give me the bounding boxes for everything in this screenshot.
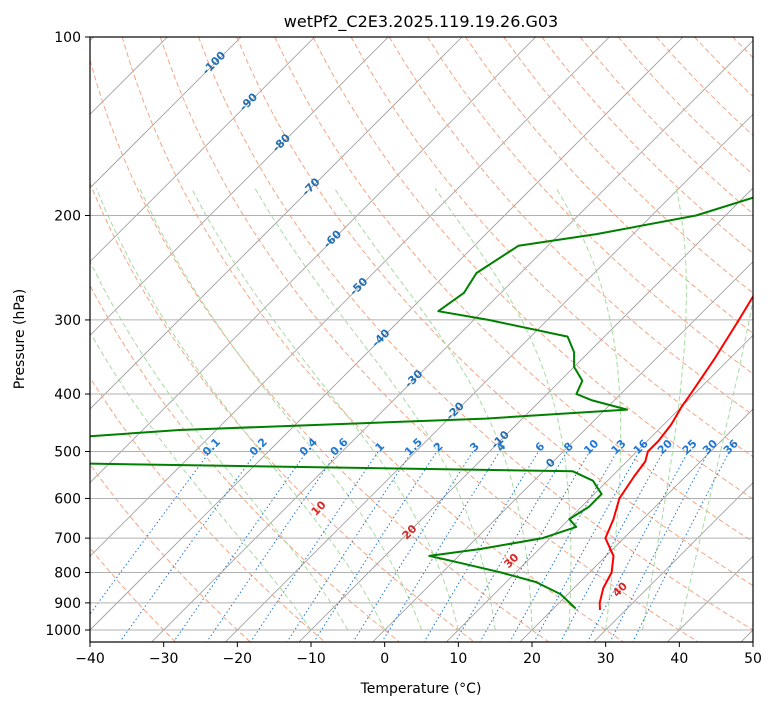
guide-lines (90, 37, 753, 642)
mixing-ratio-line (352, 451, 474, 642)
moist-adiabat-line (678, 297, 753, 631)
mixing-ratio-line (533, 451, 640, 642)
y-tick-label: 700 (54, 531, 81, 547)
profile-lines (90, 196, 753, 610)
moist-adiabat-line (642, 188, 687, 631)
isotherm-line (90, 37, 463, 410)
mixing-ratio-line (90, 451, 211, 615)
x-tick-label: −20 (223, 651, 253, 667)
dry-adiabat-line (90, 57, 550, 642)
dry-adiabat-line (503, 37, 753, 294)
y-axis: 100 200 300 400 500 600 700 800 900 1000 (45, 30, 90, 639)
dry-adiabat-line (159, 37, 700, 642)
isotherm-line (224, 113, 753, 642)
mixing-ratio-line (509, 451, 618, 642)
moist-adiabat-line (90, 260, 349, 631)
dry-adiabat-line (198, 37, 753, 631)
isotherm-line (593, 482, 753, 642)
mixing-ratio-line (587, 451, 689, 642)
moist-adiabat-line (334, 188, 533, 630)
dry-adiabat-line (90, 181, 476, 642)
plot-frame (89, 36, 754, 643)
moist-adiabat-line (139, 188, 422, 631)
dry-adiabat-line (90, 547, 177, 642)
y-tick-label: 200 (54, 209, 81, 225)
dry-adiabat-line (121, 37, 625, 642)
y-tick-label: 300 (54, 313, 81, 329)
mixing-ratio-line (119, 451, 258, 642)
x-axis-label: Temperature (°C) (360, 681, 482, 697)
isotherm-line (151, 40, 753, 642)
moist-adiabat-line (254, 188, 496, 631)
x-tick-label: 10 (449, 651, 467, 667)
y-axis-label: Pressure (hPa) (12, 289, 28, 389)
isotherm-line (90, 37, 610, 557)
moist-adiabat-line (191, 188, 459, 631)
isotherm-line (445, 334, 753, 642)
y-tick-label: 800 (54, 566, 81, 582)
moist-adiabat-line (434, 188, 572, 631)
mixing-ratio-line (249, 451, 379, 642)
isotherm-line (519, 408, 753, 642)
dry-adiabat-line (312, 37, 753, 500)
isotherm-line (90, 37, 389, 336)
pressure-gridlines (90, 37, 753, 631)
dry-adiabat-line (388, 37, 753, 416)
x-tick-label: −30 (149, 651, 179, 667)
x-tick-label: 30 (597, 651, 615, 667)
dry-adiabat-line (90, 463, 251, 642)
y-tick-label: 500 (54, 444, 81, 460)
moist-adiabat-line (90, 331, 312, 631)
x-tick-label: −10 (296, 651, 326, 667)
dry-adiabat-line (236, 37, 753, 587)
mixing-ratio-line (381, 451, 501, 642)
y-tick-label: 900 (54, 596, 81, 612)
y-tick-label: 600 (54, 491, 81, 507)
moist-adiabat-line (95, 188, 386, 631)
mixing-ratio-line (173, 451, 308, 642)
chart-title: wetPf2_C2E3.2025.119.19.26.G03 (284, 12, 558, 32)
dry-adiabat-line (90, 284, 401, 642)
isotherm-line (90, 37, 315, 263)
mixing-ratio-line (632, 451, 730, 642)
x-tick-label: 40 (670, 651, 688, 667)
mixing-ratio-line (423, 451, 539, 642)
mixing-ratio-line (313, 451, 438, 642)
isotherm-line (90, 37, 536, 484)
isotherm-line (90, 37, 242, 189)
dewpoint-profile (90, 196, 753, 610)
x-axis: −40 −30 −20 −10 0 10 20 30 40 50 (75, 642, 762, 667)
isotherm-line (90, 37, 684, 631)
y-tick-label: 1000 (45, 623, 81, 639)
x-tick-label: −40 (75, 651, 105, 667)
x-tick-label: 0 (380, 651, 389, 667)
x-tick-label: 20 (523, 651, 541, 667)
y-tick-label: 400 (54, 387, 81, 403)
mixing-ratio-line (206, 451, 339, 642)
dry-adiabat-line (426, 37, 753, 375)
x-tick-label: 50 (744, 651, 762, 667)
isotherm-line (372, 261, 753, 642)
dry-adiabat-line (465, 37, 753, 334)
mixing-ratio-line (286, 451, 413, 642)
moist-adiabat-line (555, 188, 622, 631)
y-tick-label: 100 (54, 30, 81, 46)
mixing-ratio-line (559, 451, 664, 642)
temperature-profile (598, 294, 753, 610)
dry-adiabat-line (274, 37, 753, 543)
dry-adiabat-line (90, 376, 326, 642)
